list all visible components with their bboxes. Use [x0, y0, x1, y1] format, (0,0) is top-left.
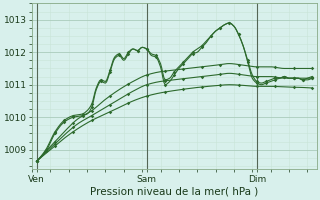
X-axis label: Pression niveau de la mer( hPa ): Pression niveau de la mer( hPa ): [90, 187, 259, 197]
